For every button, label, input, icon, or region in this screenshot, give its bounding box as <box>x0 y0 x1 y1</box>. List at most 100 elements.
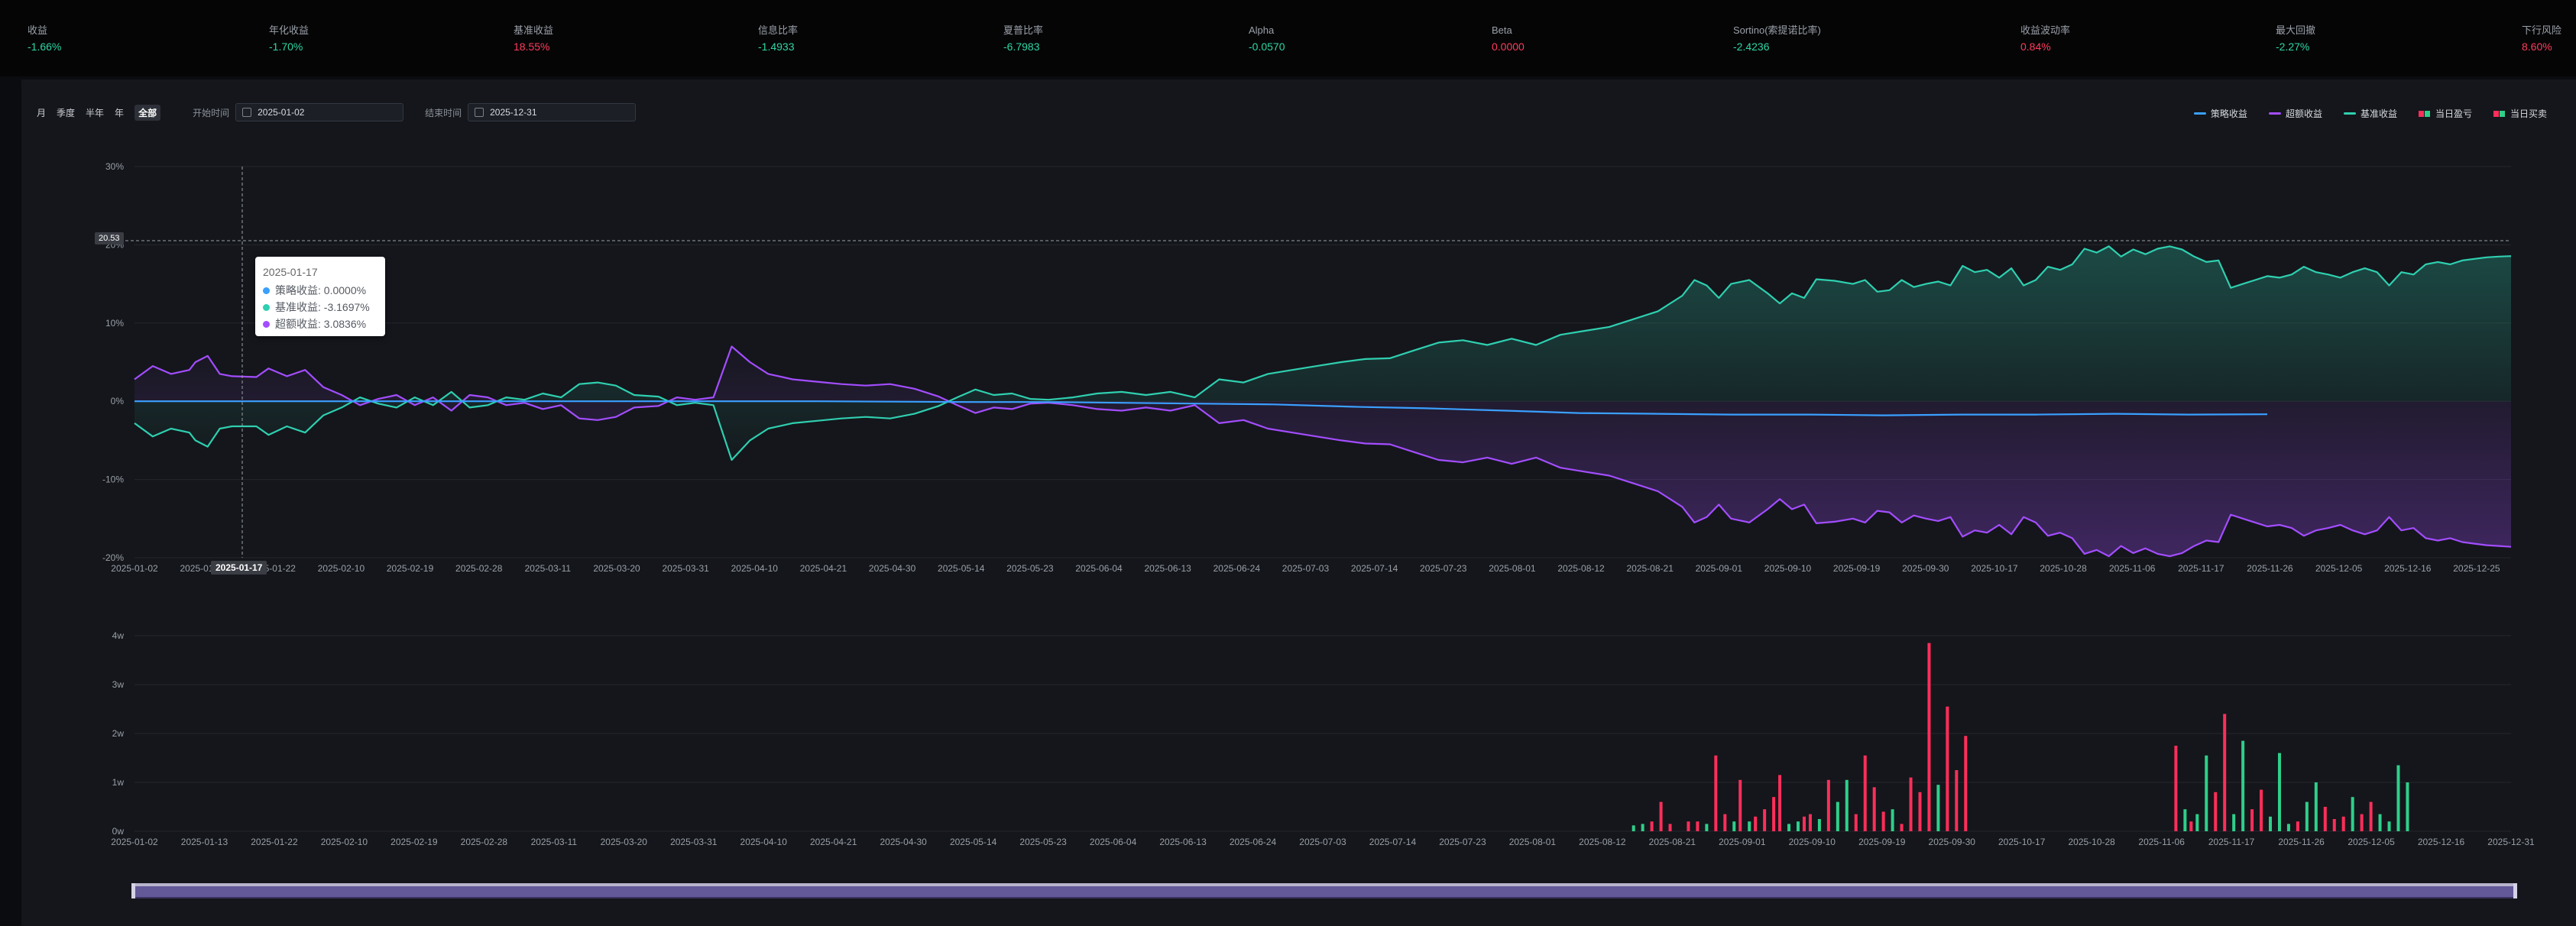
x-tick-label: 2025-06-04 <box>1075 563 1123 574</box>
tooltip-row-strategy: 策略收益: 0.0000% <box>263 283 366 298</box>
metric-value: 0.0000 <box>1492 40 1525 53</box>
legend-item-3[interactable]: 当日盈亏 <box>2418 107 2472 120</box>
legend-label: 超额收益 <box>2285 108 2322 119</box>
benchmark-line <box>134 245 2512 461</box>
x-tick-label: 2025-06-24 <box>1230 837 1277 847</box>
x-tick-label: 2025-01-02 <box>111 837 158 847</box>
x-tick-label: 2025-11-17 <box>2178 563 2224 574</box>
daily-bar <box>1763 809 1767 831</box>
daily-bar <box>2195 814 2199 831</box>
x-tick-label: 2025-07-14 <box>1369 837 1417 847</box>
slider-handle-right[interactable] <box>2513 883 2517 898</box>
excess-area <box>134 346 2511 556</box>
start-date-input[interactable]: 2025-01-02 <box>235 103 404 121</box>
metric-value: -0.0570 <box>1249 40 1285 53</box>
daily-bar <box>1863 755 1867 831</box>
daily-bar <box>1772 797 1776 831</box>
x-tick-label: 2025-09-19 <box>1858 837 1906 847</box>
daily-bar <box>2332 819 2336 831</box>
x-tick-label: 2025-12-05 <box>2315 563 2363 574</box>
x-tick-label: 2025-11-06 <box>2138 837 2185 847</box>
daily-bar <box>2396 765 2400 831</box>
x-tick-label: 2025-02-28 <box>455 563 503 574</box>
x-tick-label: 2025-08-21 <box>1649 837 1696 847</box>
x-tick-label: 2025-03-31 <box>670 837 718 847</box>
start-date-label: 开始时间 <box>193 107 230 118</box>
daily-bar <box>1808 814 1812 831</box>
zoom-slider[interactable] <box>131 883 2517 898</box>
metric-4: 夏普比率 -6.7983 <box>1003 24 1043 53</box>
daily-bar <box>1909 777 1913 831</box>
metric-value: -2.27% <box>2276 40 2310 53</box>
metric-value: -1.70% <box>269 40 303 53</box>
daily-bar <box>2341 816 2345 831</box>
period-quarter[interactable]: 季度 <box>57 107 76 118</box>
metric-7: Sortino(索提诺比率) -2.4236 <box>1733 24 1821 53</box>
metrics-bar: 收益 -1.66% 年化收益 -1.70% 基准收益 18.55% 信息比率 -1.4933 夏… <box>0 0 2576 76</box>
x-tick-label: 2025-09-10 <box>1764 563 1812 574</box>
slider-selection[interactable] <box>131 885 2517 897</box>
tooltip-row-excess: 超额收益: 3.0836% <box>263 316 366 332</box>
benchmark-area <box>134 246 2511 460</box>
y-tick-label: -20% <box>102 552 124 563</box>
x-tick-label: 2025-12-05 <box>2348 837 2395 847</box>
end-date-input[interactable]: 2025-12-31 <box>468 103 637 121</box>
metric-label: 最大回撤 <box>2276 24 2316 36</box>
daily-bar <box>1723 814 1727 831</box>
x-tick-label: 2025-02-10 <box>321 837 368 847</box>
daily-bar <box>2360 814 2364 831</box>
period-month[interactable]: 月 <box>37 107 47 118</box>
daily-bar <box>1845 779 1849 831</box>
y-tick-label: 0w <box>112 826 125 837</box>
legend-swatch <box>2493 110 2506 117</box>
daily-bar <box>1881 811 1885 831</box>
x-tick-label: 2025-06-13 <box>1144 563 1191 574</box>
daily-bar <box>2378 814 2382 831</box>
daily-bar <box>2277 753 2281 831</box>
metric-label: Sortino(索提诺比率) <box>1733 24 1821 36</box>
daily-bar <box>1802 816 1806 831</box>
daily-bar <box>1705 824 1709 831</box>
period-all[interactable]: 全部 <box>134 104 161 121</box>
metric-label: 收益 <box>28 24 48 36</box>
x-tick-label: 2025-10-17 <box>1971 563 2018 574</box>
y-tick-label: 2w <box>112 728 125 739</box>
y-tick-label: 3w <box>112 679 125 690</box>
legend-item-4[interactable]: 当日买卖 <box>2493 107 2547 120</box>
y-tick-label: 1w <box>112 777 125 788</box>
legend-item-2[interactable]: 基准收益 <box>2343 107 2397 120</box>
x-tick-label: 2025-10-28 <box>2068 837 2115 847</box>
metric-value: 18.55% <box>514 40 550 53</box>
period-year[interactable]: 年 <box>115 107 125 118</box>
daily-bar <box>2296 821 2299 831</box>
daily-bar <box>2351 797 2354 831</box>
tooltip-row-benchmark: 基准收益: -3.1697% <box>263 299 370 315</box>
daily-bar <box>2232 814 2236 831</box>
x-tick-label: 2025-02-28 <box>461 837 508 847</box>
chart-legend: 策略收益 超额收益 基准收益 当日盈亏 当日买卖 <box>2173 107 2547 120</box>
x-tick-label: 2025-12-16 <box>2384 563 2432 574</box>
y-tick-label: 4w <box>112 630 125 641</box>
metric-value: -1.4933 <box>758 40 795 53</box>
daily-bar <box>2214 792 2218 831</box>
period-half-year[interactable]: 半年 <box>86 107 105 118</box>
daily-bar <box>2189 821 2193 831</box>
x-tick-label: 2025-05-14 <box>938 563 985 574</box>
legend-item-0[interactable]: 策略收益 <box>2193 107 2247 120</box>
x-tick-label: 2025-07-03 <box>1282 563 1330 574</box>
x-tick-label: 2025-11-17 <box>2208 837 2255 847</box>
x-tick-label: 2025-08-21 <box>1626 563 1674 574</box>
tooltip-text: 基准收益: -3.1697% <box>275 301 370 313</box>
legend-item-1[interactable]: 超额收益 <box>2268 107 2322 120</box>
metric-value: -1.66% <box>28 40 62 53</box>
x-tick-label: 2025-02-19 <box>390 837 438 847</box>
slider-handle-left[interactable] <box>131 883 135 898</box>
daily-bar <box>2387 821 2391 831</box>
legend-label: 当日盈亏 <box>2435 108 2472 119</box>
metric-label: 下行风险 <box>2522 24 2562 36</box>
x-tick-label: 2025-02-19 <box>387 563 434 574</box>
daily-bar <box>1872 787 1876 831</box>
daily-bar <box>1797 821 1800 831</box>
metric-label: 信息比率 <box>758 24 799 36</box>
daily-bar <box>1714 755 1718 831</box>
